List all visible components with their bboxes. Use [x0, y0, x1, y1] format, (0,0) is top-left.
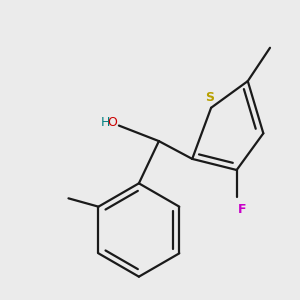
Text: S: S [205, 91, 214, 104]
Text: F: F [238, 203, 247, 216]
Text: H: H [101, 116, 111, 129]
Text: O: O [108, 116, 118, 129]
